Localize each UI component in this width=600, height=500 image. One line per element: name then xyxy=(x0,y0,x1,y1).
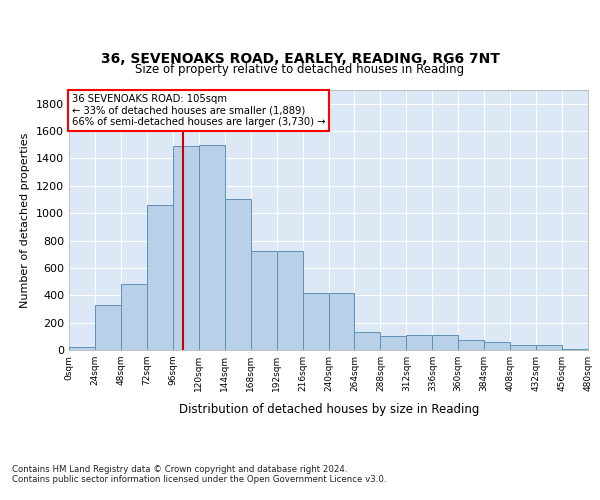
Bar xyxy=(302,292,329,350)
Text: Contains HM Land Registry data © Crown copyright and database right 2024.
Contai: Contains HM Land Registry data © Crown c… xyxy=(12,465,386,484)
Bar xyxy=(173,146,199,350)
Bar xyxy=(355,332,380,350)
Bar xyxy=(484,342,510,350)
Bar xyxy=(199,144,224,350)
Bar xyxy=(121,284,147,350)
Bar xyxy=(510,345,536,350)
Text: 36 SEVENOAKS ROAD: 105sqm
← 33% of detached houses are smaller (1,889)
66% of se: 36 SEVENOAKS ROAD: 105sqm ← 33% of detac… xyxy=(71,94,325,127)
Bar xyxy=(277,252,302,350)
Text: 36, SEVENOAKS ROAD, EARLEY, READING, RG6 7NT: 36, SEVENOAKS ROAD, EARLEY, READING, RG6… xyxy=(101,52,499,66)
Bar xyxy=(225,200,251,350)
Y-axis label: Number of detached properties: Number of detached properties xyxy=(20,132,31,308)
Bar xyxy=(380,336,406,350)
Text: Distribution of detached houses by size in Reading: Distribution of detached houses by size … xyxy=(179,402,479,415)
Bar xyxy=(458,340,484,350)
Bar xyxy=(147,205,173,350)
Bar xyxy=(329,292,355,350)
Bar xyxy=(95,305,121,350)
Bar xyxy=(432,335,458,350)
Bar xyxy=(69,346,95,350)
Text: Size of property relative to detached houses in Reading: Size of property relative to detached ho… xyxy=(136,63,464,76)
Bar xyxy=(251,252,277,350)
Bar xyxy=(406,335,432,350)
Bar xyxy=(536,345,562,350)
